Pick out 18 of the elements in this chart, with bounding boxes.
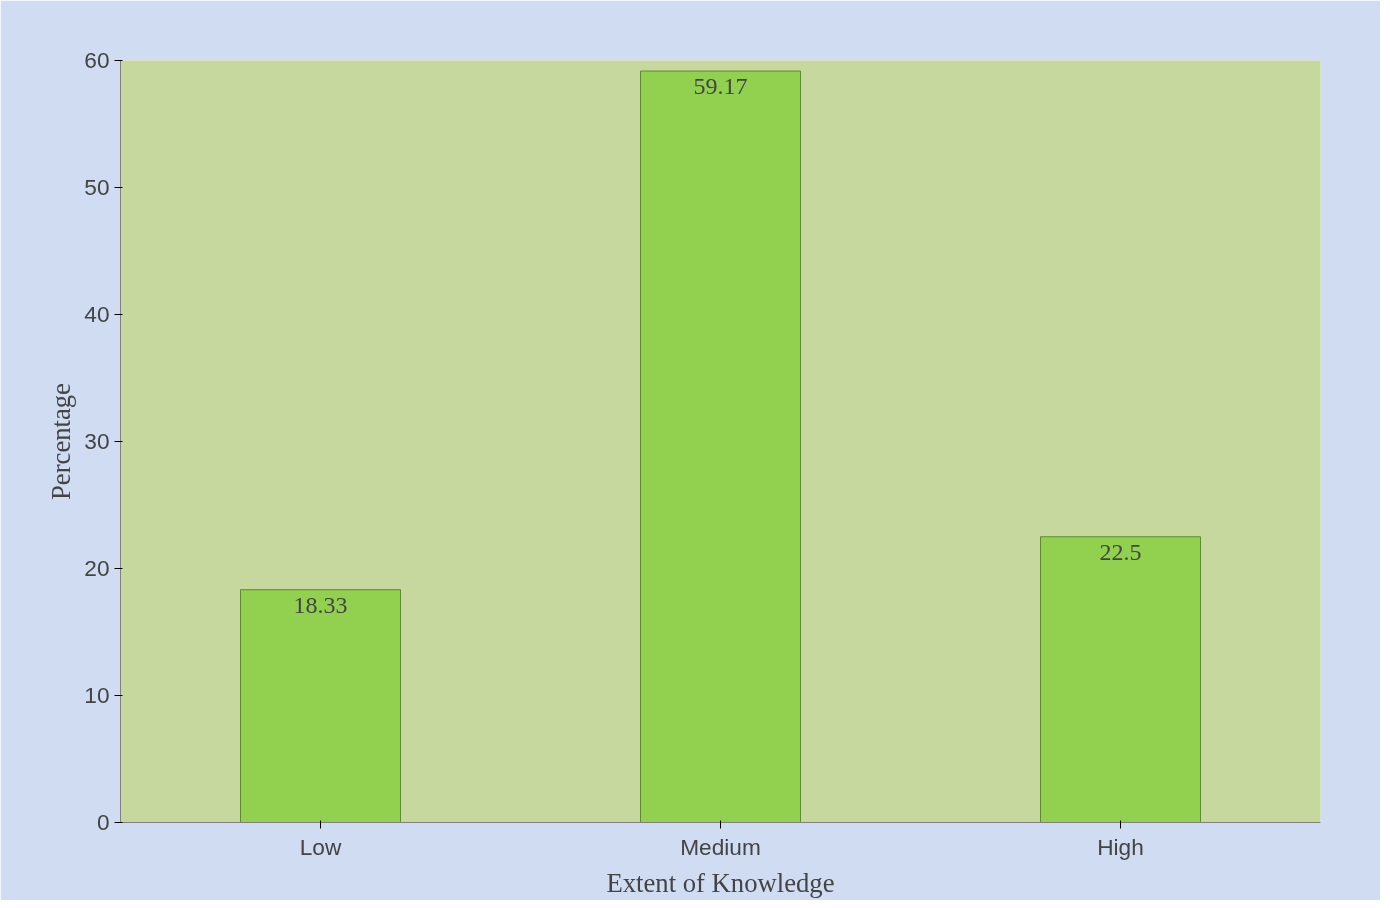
x-tick-label: High xyxy=(1097,833,1144,860)
bar xyxy=(640,70,801,823)
y-tick-label: 30 xyxy=(84,428,110,454)
data-label: 18.33 xyxy=(293,591,348,618)
bar xyxy=(1040,536,1201,823)
y-axis-title: Percentage xyxy=(46,383,77,500)
bar xyxy=(240,589,401,823)
y-tick-label: 60 xyxy=(84,47,110,73)
x-tick-label: Medium xyxy=(680,833,761,860)
x-axis-title: Extent of Knowledge xyxy=(606,867,835,898)
y-tick-label: 20 xyxy=(84,555,110,581)
x-tick-label: Low xyxy=(299,833,342,860)
data-label: 22.5 xyxy=(1099,538,1142,565)
y-tick-label: 50 xyxy=(84,174,110,200)
y-tick-label: 10 xyxy=(84,682,110,708)
y-tick-label: 40 xyxy=(84,301,110,327)
y-tick-label: 0 xyxy=(96,809,110,835)
data-label: 59.17 xyxy=(693,73,748,100)
